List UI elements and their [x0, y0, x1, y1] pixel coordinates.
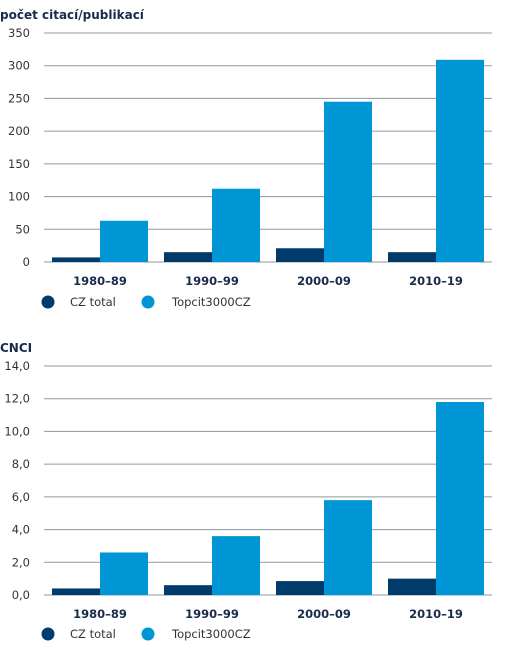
legend-marker-cz-total	[41, 295, 55, 309]
x-category-label: 1990–99	[185, 607, 239, 621]
bar-cz-total-3	[276, 581, 324, 595]
bar-topcit3000cz-3	[324, 101, 372, 262]
legend-label: CZ total	[70, 627, 116, 641]
y-tick-label: 50	[15, 222, 30, 236]
y-tick-label: 0	[23, 255, 30, 269]
bar-topcit3000cz-3	[324, 500, 372, 595]
legend-marker-topcit3000cz	[141, 627, 155, 641]
legend-label: Topcit3000CZ	[171, 295, 251, 309]
chart-1: počet citací/publikací 0 50 100 150 200 250 300…	[0, 8, 492, 309]
y-tick-label: 200	[8, 124, 30, 138]
bar-cz-total-2	[164, 252, 212, 262]
y-tick-label: 350	[8, 26, 30, 40]
y-tick-label: 250	[8, 91, 30, 105]
bar-cz-total-4	[388, 252, 436, 262]
y-tick-label: 10,0	[4, 424, 30, 438]
x-category-label: 1990–99	[185, 274, 239, 288]
y-tick-label: 8,0	[12, 457, 30, 471]
x-category-label: 1980–89	[73, 607, 127, 621]
x-category-label: 2000–09	[297, 274, 351, 288]
chart-title: CNCI	[0, 341, 32, 355]
x-category-label: 2010–19	[409, 274, 463, 288]
bar-topcit3000cz-1	[100, 552, 148, 595]
bar-topcit3000cz-4	[436, 59, 484, 262]
bar-cz-total-4	[388, 578, 436, 595]
y-tick-label: 6,0	[12, 490, 30, 504]
y-tick-label: 4,0	[12, 523, 30, 537]
bar-cz-total-3	[276, 248, 324, 262]
legend-marker-cz-total	[41, 627, 55, 641]
y-tick-label: 14,0	[4, 359, 30, 373]
bar-topcit3000cz-1	[100, 220, 148, 262]
legend-label: Topcit3000CZ	[171, 627, 251, 641]
legend-marker-topcit3000cz	[141, 295, 155, 309]
x-category-label: 2000–09	[297, 607, 351, 621]
y-tick-label: 100	[8, 190, 30, 204]
bar-topcit3000cz-4	[436, 401, 484, 595]
legend-label: CZ total	[70, 295, 116, 309]
bar-topcit3000cz-2	[212, 536, 260, 595]
y-tick-label: 150	[8, 157, 30, 171]
bar-cz-total-1	[52, 257, 100, 262]
y-tick-label: 12,0	[4, 392, 30, 406]
bar-topcit3000cz-2	[212, 188, 260, 262]
chart-title: počet citací/publikací	[0, 8, 145, 22]
y-tick-label: 300	[8, 59, 30, 73]
bar-cz-total-2	[164, 585, 212, 595]
y-tick-label: 0,0	[12, 588, 30, 602]
y-tick-label: 2,0	[12, 555, 30, 569]
bar-cz-total-1	[52, 588, 100, 595]
chart-2: CNCI 0,0 2,0 4,0 6,0 8,0 10,0 12,0 14,0 1980–89 19…	[0, 341, 492, 641]
x-category-label: 1980–89	[73, 274, 127, 288]
x-category-label: 2010–19	[409, 607, 463, 621]
